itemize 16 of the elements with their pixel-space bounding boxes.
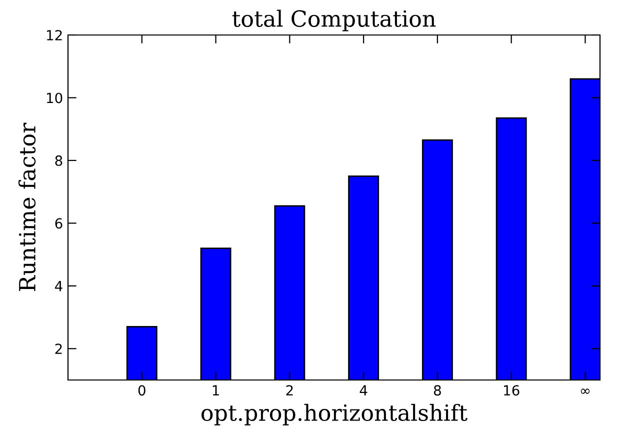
chart-title: total Computation bbox=[232, 10, 436, 32]
y-tick-label: 12 bbox=[46, 30, 62, 40]
x-tick-label: 8 bbox=[434, 385, 441, 396]
y-axis-title: Runtime factor bbox=[18, 122, 36, 292]
x-tick-label: 1 bbox=[212, 385, 219, 396]
x-tick-label: 4 bbox=[360, 385, 368, 396]
y-tick-label: 2 bbox=[55, 344, 62, 354]
x-tick-label: ∞ bbox=[580, 388, 590, 394]
x-tick-label: 16 bbox=[504, 385, 520, 396]
y-tick-label: 6 bbox=[55, 218, 62, 229]
x-tick-label: 0 bbox=[138, 385, 146, 396]
x-tick-label: 2 bbox=[286, 385, 293, 396]
x-axis-title: opt.prop.horizontalshift bbox=[202, 404, 468, 426]
y-tick-label: 8 bbox=[55, 155, 62, 166]
y-tick-label: 4 bbox=[54, 281, 62, 292]
y-tick-label: 10 bbox=[46, 92, 62, 104]
